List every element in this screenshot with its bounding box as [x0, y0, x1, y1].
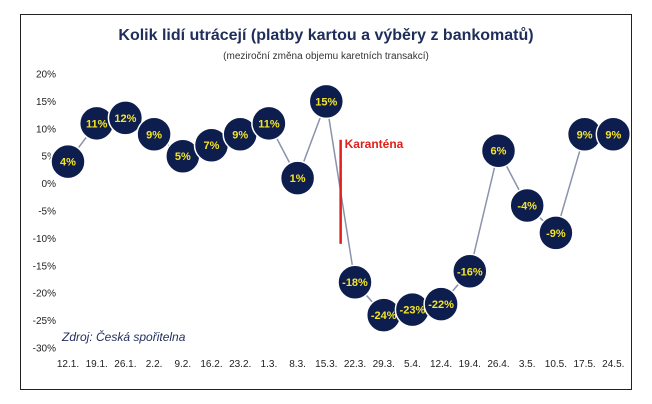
data-label: -9% [546, 228, 566, 240]
data-point [538, 215, 574, 251]
x-tick-label: 19.1. [86, 359, 108, 370]
y-tick-label: -10% [33, 234, 56, 245]
source-note: Zdroj: Česká spořitelna [62, 330, 186, 344]
x-tick-label: 23.2. [229, 359, 251, 370]
x-tick-label: 17.5. [573, 359, 595, 370]
x-tick-label: 29.3. [373, 359, 395, 370]
x-tick-label: 22.3. [344, 359, 366, 370]
data-label: -18% [342, 277, 368, 289]
data-label: 9% [146, 129, 162, 141]
data-label: 9% [232, 129, 248, 141]
y-tick-label: -25% [33, 316, 56, 327]
y-tick-label: -20% [33, 289, 56, 300]
y-tick-label: -30% [33, 344, 56, 355]
data-point [509, 187, 545, 224]
data-label: 11% [258, 118, 280, 130]
data-label: -16% [457, 266, 483, 278]
x-tick-label: 12.4. [430, 359, 452, 370]
y-tick-label: 0% [42, 179, 57, 190]
y-tick-label: -5% [38, 207, 56, 218]
data-point [308, 83, 345, 120]
x-tick-label: 3.5. [519, 359, 536, 370]
data-label: 12% [114, 113, 136, 125]
x-tick-label: 24.5. [602, 359, 624, 370]
data-label: 4% [60, 157, 76, 169]
x-tick-label: 26.1. [114, 359, 136, 370]
data-label: -23% [400, 305, 426, 317]
data-label: 7% [204, 140, 220, 152]
data-label: 15% [315, 96, 337, 108]
data-point [452, 253, 488, 290]
x-tick-label: 9.2. [174, 359, 191, 370]
data-point [595, 116, 632, 153]
chart-title: Kolik lidí utrácejí (platby kartou a výb… [118, 27, 534, 44]
data-label: 9% [577, 129, 593, 141]
x-tick-label: 1.3. [261, 359, 278, 370]
y-tick-label: 20% [36, 70, 56, 81]
x-tick-label: 12.1. [57, 359, 79, 370]
quarantine-label: Karanténa [345, 137, 404, 151]
chart-subtitle: (meziroční změna objemu karetních transa… [223, 51, 429, 62]
data-label: 1% [290, 173, 306, 185]
data-label: 6% [491, 146, 507, 158]
x-tick-label: 16.2. [200, 359, 222, 370]
data-label: -24% [371, 310, 397, 322]
x-tick-label: 19.4. [459, 359, 481, 370]
data-point [136, 116, 172, 153]
x-tick-label: 8.3. [289, 359, 306, 370]
data-label: 5% [175, 151, 191, 163]
data-label: -4% [517, 201, 537, 213]
x-tick-label: 2.2. [146, 359, 163, 370]
x-tick-label: 15.3. [315, 359, 337, 370]
data-label: 9% [605, 129, 621, 141]
x-tick-label: 26.4. [487, 359, 509, 370]
x-tick-label: 10.5. [545, 359, 567, 370]
data-point [337, 264, 373, 300]
data-label: -22% [428, 299, 454, 311]
y-tick-label: 10% [36, 124, 56, 135]
data-point [107, 100, 144, 136]
data-point [423, 286, 459, 322]
data-label: 11% [86, 118, 108, 130]
y-tick-label: 15% [36, 97, 56, 108]
x-tick-label: 5.4. [404, 359, 421, 370]
y-tick-label: -15% [33, 261, 56, 272]
data-point [50, 143, 86, 180]
data-point [480, 132, 517, 169]
data-point [279, 160, 316, 196]
y-tick-label: 5% [42, 152, 57, 163]
data-point [251, 105, 287, 142]
